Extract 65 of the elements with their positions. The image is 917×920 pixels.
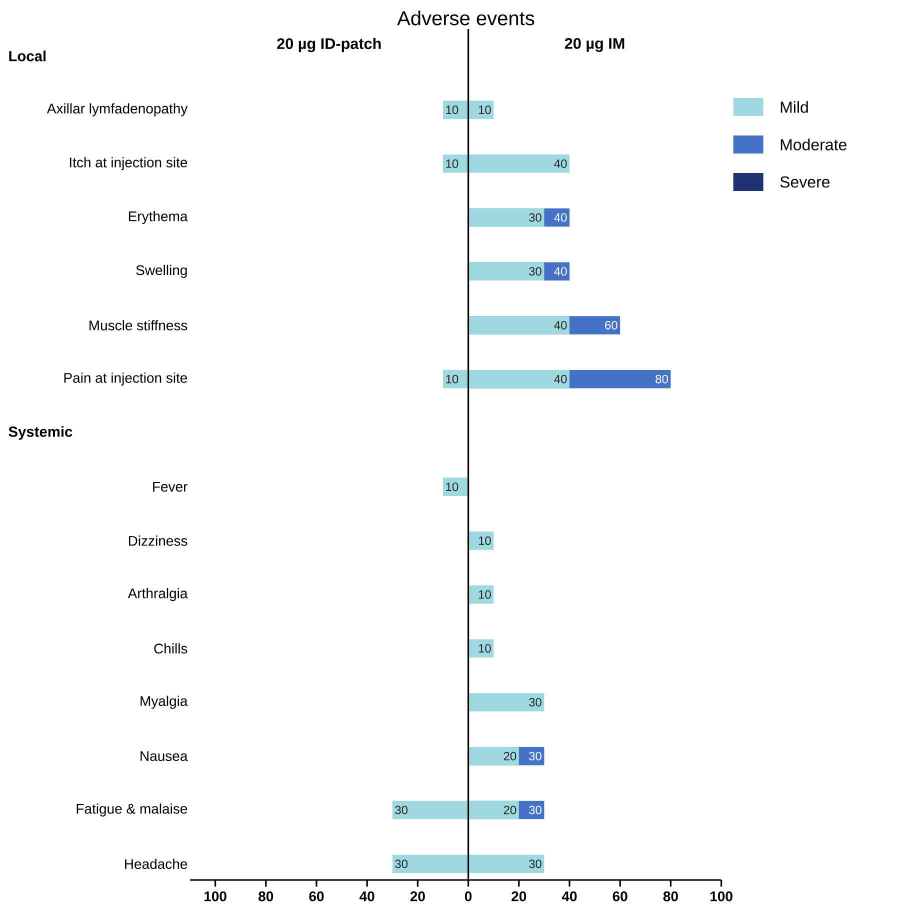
y-tick-label: Swelling: [136, 264, 187, 278]
data-label: 10: [478, 644, 491, 653]
y-tick-label: Nausea: [140, 751, 188, 762]
data-label: 40: [554, 374, 567, 384]
text: Adverse events: [397, 10, 534, 26]
bar: [468, 746, 519, 766]
x-tick-label: 60: [612, 891, 628, 902]
y-tick-label: Erythema: [128, 210, 188, 224]
data-label: 10: [446, 482, 458, 492]
text: Systemic: [8, 426, 72, 440]
data-label: 30: [529, 267, 542, 276]
text: 20 µg IM: [564, 38, 624, 52]
y-tick-label: Fever: [153, 482, 188, 492]
bar: [468, 262, 544, 281]
y-tick-label: Myalgia: [140, 696, 188, 709]
data-label: 40: [554, 213, 567, 222]
data-label: 60: [605, 320, 618, 330]
data-label: 30: [529, 860, 542, 868]
y-tick-label: Headache: [125, 858, 188, 869]
data-label: 10: [478, 536, 491, 545]
data-label: 30: [529, 213, 542, 222]
x-tick-label: 20: [512, 891, 526, 902]
bar: [468, 693, 544, 712]
bar: [468, 639, 494, 658]
data-label: 20: [504, 752, 516, 760]
y-tick-label: Arthralgia: [128, 588, 188, 602]
y-tick-label: Chills: [154, 643, 188, 654]
data-label: 30: [395, 806, 408, 814]
data-label: 80: [656, 374, 668, 384]
y-tick-label: Dizziness: [128, 536, 188, 546]
data-label: 30: [395, 860, 408, 868]
legend-label: Severe: [780, 176, 830, 188]
text: Local: [9, 50, 46, 62]
x-tick-label: 40: [360, 891, 374, 902]
x-tick-label: 0: [464, 891, 472, 902]
x-tick-label: 80: [663, 891, 678, 902]
data-label: 40: [554, 320, 567, 330]
data-label: 30: [529, 752, 542, 760]
x-tick-label: 100: [204, 891, 226, 902]
x-tick-label: 100: [710, 891, 732, 902]
bar: [468, 532, 494, 550]
bar: [468, 208, 544, 227]
data-label: 20: [504, 806, 516, 814]
data-label: 40: [554, 267, 567, 276]
y-tick-label: Muscle stiffness: [90, 320, 188, 330]
data-label: 40: [554, 159, 567, 168]
y-tick-label: Pain at injection site: [64, 372, 188, 386]
text: 20 µg ID-patch: [277, 38, 381, 52]
data-label: 30: [529, 806, 542, 814]
data-label: 10: [446, 106, 458, 114]
legend-label: Moderate: [780, 138, 846, 150]
x-tick-label: 40: [562, 891, 577, 902]
data-label: 30: [529, 698, 542, 707]
x-tick-label: 60: [309, 891, 324, 902]
x-tick-label: 20: [410, 891, 425, 902]
y-tick-label: Itch at injection site: [70, 157, 188, 170]
data-label: 10: [446, 159, 458, 168]
x-tick-label: 80: [258, 891, 274, 902]
legend-label: Mild: [780, 101, 808, 113]
data-label: 10: [478, 106, 491, 114]
data-label: 10: [478, 590, 491, 599]
data-label: 10: [446, 374, 458, 384]
bar: [468, 316, 570, 334]
y-tick-label: Axillar lymfadenopathy: [46, 103, 188, 116]
y-tick-label: Fatigue & malaise: [76, 803, 188, 817]
